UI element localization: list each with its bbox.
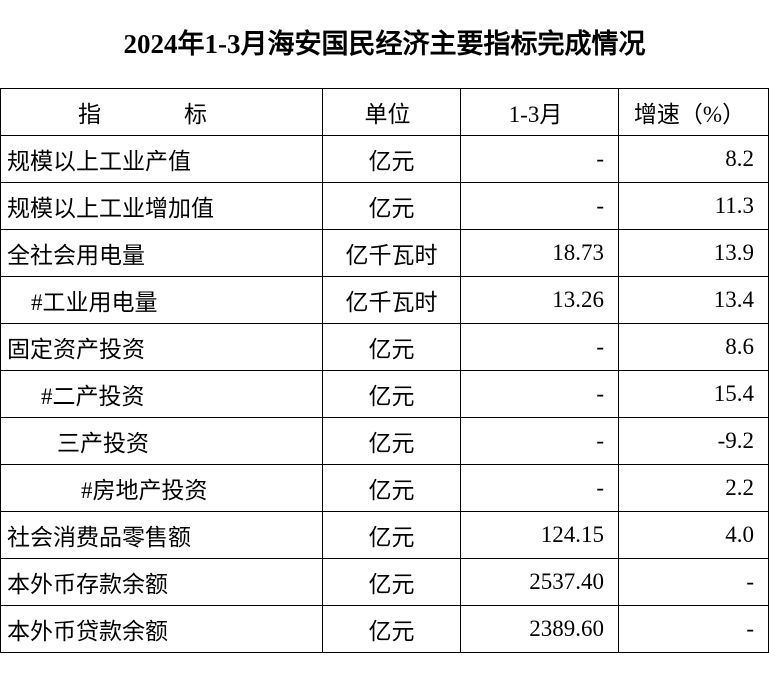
value-cell: 18.73 <box>460 229 619 277</box>
value-cell: 2537.40 <box>460 558 619 606</box>
column-header: 指 标 <box>0 88 323 136</box>
column-header: 单位 <box>322 88 461 136</box>
value-cell: - <box>460 417 619 465</box>
indicator-cell: 规模以上工业产值 <box>0 135 323 183</box>
indicator-cell: 三产投资 <box>0 417 323 465</box>
unit-cell: 亿元 <box>322 323 461 371</box>
growth-cell: 2.2 <box>618 464 769 512</box>
growth-cell: - <box>618 605 769 653</box>
unit-cell: 亿元 <box>322 182 461 230</box>
table-row: #工业用电量 亿千瓦时 13.26 13.4 <box>0 276 769 324</box>
unit-cell: 亿千瓦时 <box>322 276 461 324</box>
column-header: 增速（%） <box>618 88 769 136</box>
value-cell: - <box>460 135 619 183</box>
value-cell: 13.26 <box>460 276 619 324</box>
table-row: #二产投资 亿元 -15.4 <box>0 370 769 418</box>
column-header: 1-3月 <box>460 88 619 136</box>
indicator-cell: #二产投资 <box>0 370 323 418</box>
table-row: #房地产投资 亿元 -2.2 <box>0 464 769 512</box>
growth-cell: 13.9 <box>618 229 769 277</box>
indicator-cell: 本外币存款余额 <box>0 558 323 606</box>
value-cell: - <box>460 323 619 371</box>
table-row: 三产投资 亿元 - -9.2 <box>0 417 769 465</box>
unit-cell: 亿元 <box>322 370 461 418</box>
indicator-table: 指 标单位 1-3月 增速（%） 规模以上工业产值 亿元 -8.2 规模以上工业增加值 亿元… <box>0 88 769 653</box>
table-row: 本外币贷款余额 亿元 2389.60- <box>0 605 769 653</box>
table-row: 固定资产投资 亿元 -8.6 <box>0 323 769 371</box>
header-row: 指 标单位 1-3月 增速（%） <box>0 88 769 136</box>
indicator-cell: 本外币贷款余额 <box>0 605 323 653</box>
value-cell: - <box>460 182 619 230</box>
growth-cell: 11.3 <box>618 182 769 230</box>
table-row: 规模以上工业产值 亿元 -8.2 <box>0 135 769 183</box>
value-cell: 2389.60 <box>460 605 619 653</box>
indicator-cell: 固定资产投资 <box>0 323 323 371</box>
value-cell: - <box>460 370 619 418</box>
unit-cell: 亿元 <box>322 135 461 183</box>
unit-cell: 亿元 <box>322 558 461 606</box>
indicator-cell: 社会消费品零售额 <box>0 511 323 559</box>
table-row: 社会消费品零售额 亿元 124.15 4.0 <box>0 511 769 559</box>
table-row: 本外币存款余额 亿元 2537.40- <box>0 558 769 606</box>
growth-cell: 15.4 <box>618 370 769 418</box>
growth-cell: 13.4 <box>618 276 769 324</box>
indicator-cell: #房地产投资 <box>0 464 323 512</box>
indicator-cell: 全社会用电量 <box>0 229 323 277</box>
unit-cell: 亿元 <box>322 511 461 559</box>
table-row: 全社会用电量 亿千瓦时 18.73 13.9 <box>0 229 769 277</box>
unit-cell: 亿元 <box>322 417 461 465</box>
unit-cell: 亿元 <box>322 464 461 512</box>
value-cell: - <box>460 464 619 512</box>
growth-cell: 8.6 <box>618 323 769 371</box>
growth-cell: 4.0 <box>618 511 769 559</box>
table-row: 规模以上工业增加值 亿元 -11.3 <box>0 182 769 230</box>
page-title: 2024年1-3月海安国民经济主要指标完成情况 <box>123 29 646 59</box>
unit-cell: 亿千瓦时 <box>322 229 461 277</box>
growth-cell: -9.2 <box>618 417 769 465</box>
unit-cell: 亿元 <box>322 605 461 653</box>
indicator-cell: 规模以上工业增加值 <box>0 182 323 230</box>
growth-cell: 8.2 <box>618 135 769 183</box>
indicator-cell: #工业用电量 <box>0 276 323 324</box>
value-cell: 124.15 <box>460 511 619 559</box>
growth-cell: - <box>618 558 769 606</box>
